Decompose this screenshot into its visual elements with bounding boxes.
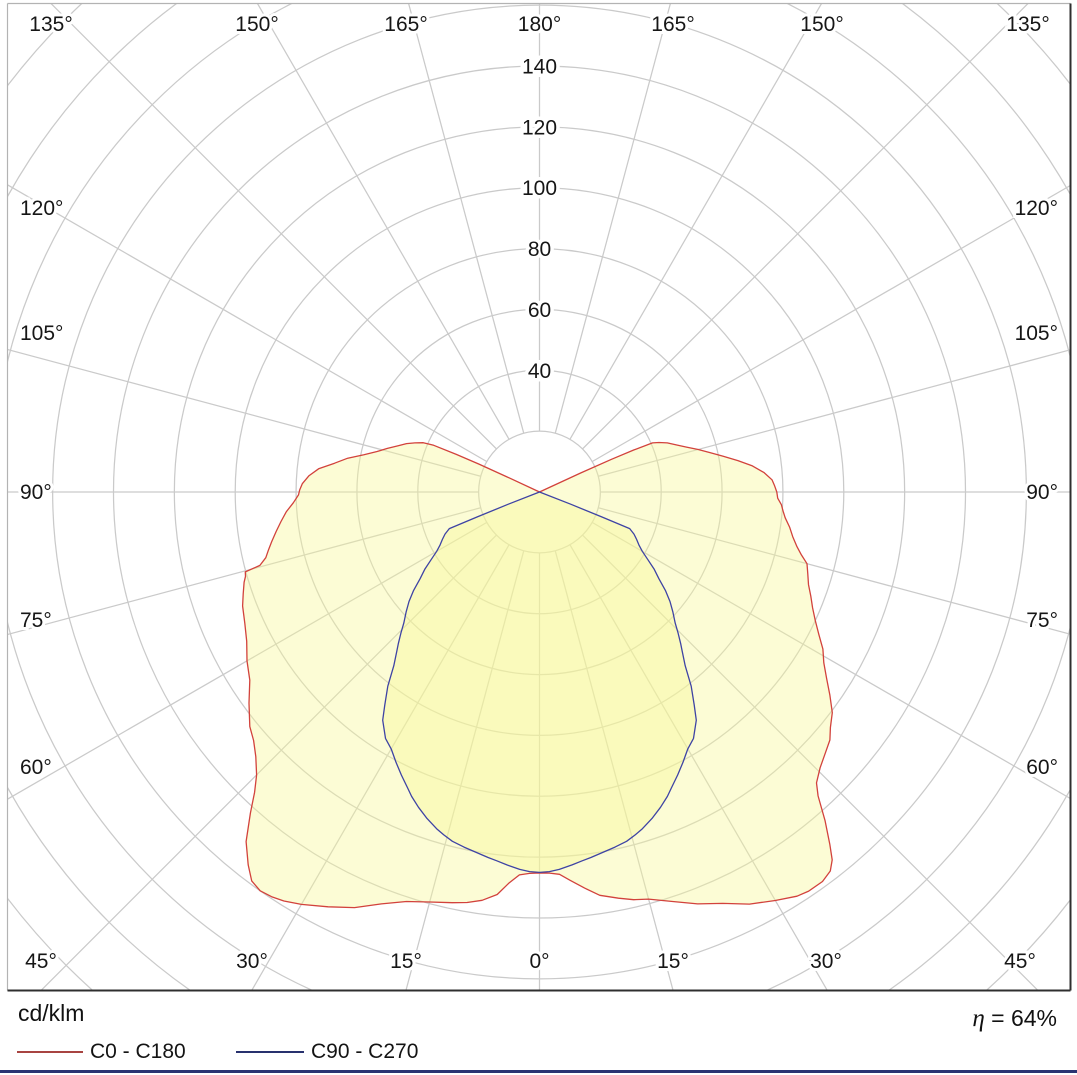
unit-label: cd/klm <box>18 1000 85 1026</box>
polar-grid <box>8 4 1070 990</box>
radial-tick-label: 60 <box>528 299 551 322</box>
angle-label-left: 90° <box>20 481 52 504</box>
legend-label-c90-c270: C90 - C270 <box>311 1040 419 1063</box>
plot-frame <box>6 2 1072 992</box>
angle-label-bottom: 15° <box>657 950 689 973</box>
curve-c0-c180 <box>241 441 833 909</box>
angle-label-left: 75° <box>20 609 52 632</box>
radial-tick-label: 100 <box>522 177 557 200</box>
angle-label-bottom: 15° <box>390 950 422 973</box>
angle-label-left: 105° <box>20 322 63 345</box>
angle-label-top: 165° <box>651 13 694 36</box>
curve-c90-c270 <box>382 491 697 874</box>
angle-label-top: 135° <box>1006 13 1049 36</box>
legend-swatch-c90-c270 <box>236 1051 304 1053</box>
angle-label-bottom: 30° <box>236 950 268 973</box>
angle-label-top: 135° <box>29 13 72 36</box>
radial-tick-label: 120 <box>522 116 557 139</box>
angle-label-top: 150° <box>800 13 843 36</box>
eta-symbol: η <box>972 1005 985 1032</box>
angle-label-right: 60° <box>1026 756 1058 779</box>
radial-tick-label: 80 <box>528 238 551 261</box>
legend-label-c0-c180: C0 - C180 <box>90 1040 186 1063</box>
angle-label-right: 105° <box>1015 322 1058 345</box>
polar-chart: 40 60 80 100 120 140 135° 150° 165° 180° 165° 150° 1… <box>6 2 1072 992</box>
angle-label-right: 90° <box>1026 481 1058 504</box>
angle-label-left: 120° <box>20 197 63 220</box>
bottom-rule <box>0 1070 1077 1073</box>
legend-swatch-c0-c180 <box>17 1051 83 1053</box>
angle-label-top: 180° <box>518 13 561 36</box>
efficiency-readout: η = 64% <box>972 1005 1057 1033</box>
angle-label-bottom: 0° <box>529 950 549 973</box>
angle-label-right: 120° <box>1015 197 1058 220</box>
radial-tick-label: 40 <box>528 360 551 383</box>
eta-equals: = <box>984 1005 1011 1031</box>
angle-label-bottom: 45° <box>25 950 57 973</box>
angle-label-bottom: 30° <box>810 950 842 973</box>
angle-label-left: 60° <box>20 756 52 779</box>
angle-label-right: 75° <box>1026 609 1058 632</box>
radial-tick-label: 140 <box>522 55 557 78</box>
angle-label-top: 150° <box>235 13 278 36</box>
angle-label-bottom: 45° <box>1004 950 1036 973</box>
angle-label-top: 165° <box>384 13 427 36</box>
eta-value: 64% <box>1010 1005 1057 1031</box>
